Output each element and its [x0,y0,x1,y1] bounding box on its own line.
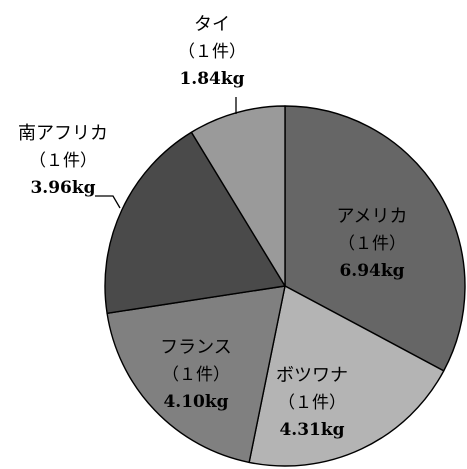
pie-slice-1 [284,105,466,372]
pie-slices [104,105,466,467]
slice-label-name: アメリカ [336,206,407,227]
slice-label-value: 1.84kg [179,69,244,89]
slice-label-name: フランス [160,337,232,358]
slice-label-value: 4.10kg [163,392,228,412]
pie-slice-2 [248,285,445,467]
slice-labels: アメリカ （１件） 6.94kg ボツワナ （１件） 4.31kg フランス （１件） 4.10… [18,14,408,440]
slice-label-count: （１件） [178,42,246,62]
leader-lines [95,97,237,209]
slice-label-count: （１件） [338,234,406,254]
pie-slice-4 [104,131,286,314]
slice-label-value: 3.96kg [30,178,95,198]
slice-label-name: 南アフリカ [18,123,108,144]
pie-slice-3 [106,285,286,464]
slice-label-count: （１件） [162,365,230,385]
slice-label-value: 4.31kg [279,420,344,440]
slice-label-name: タイ [194,14,230,35]
slice-label-count: （１件） [278,393,346,413]
slice-label-count: （１件） [29,151,97,171]
slice-label-name: ボツワナ [276,365,348,386]
leader-line-4 [95,195,121,209]
slice-label-value: 6.94kg [339,261,404,281]
